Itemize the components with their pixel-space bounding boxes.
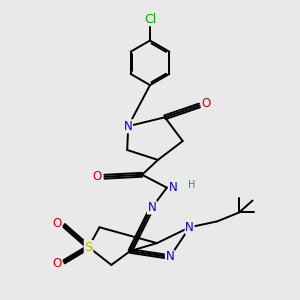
Text: O: O	[52, 257, 62, 270]
Text: N: N	[185, 221, 194, 234]
Text: N: N	[148, 201, 156, 214]
Text: N: N	[169, 181, 178, 194]
Text: N: N	[124, 120, 133, 133]
Text: O: O	[92, 170, 102, 183]
Text: Cl: Cl	[144, 13, 156, 26]
Text: O: O	[202, 97, 211, 110]
Text: S: S	[84, 241, 93, 254]
Text: N: N	[165, 250, 174, 263]
Text: H: H	[188, 180, 196, 190]
Text: O: O	[52, 217, 62, 230]
